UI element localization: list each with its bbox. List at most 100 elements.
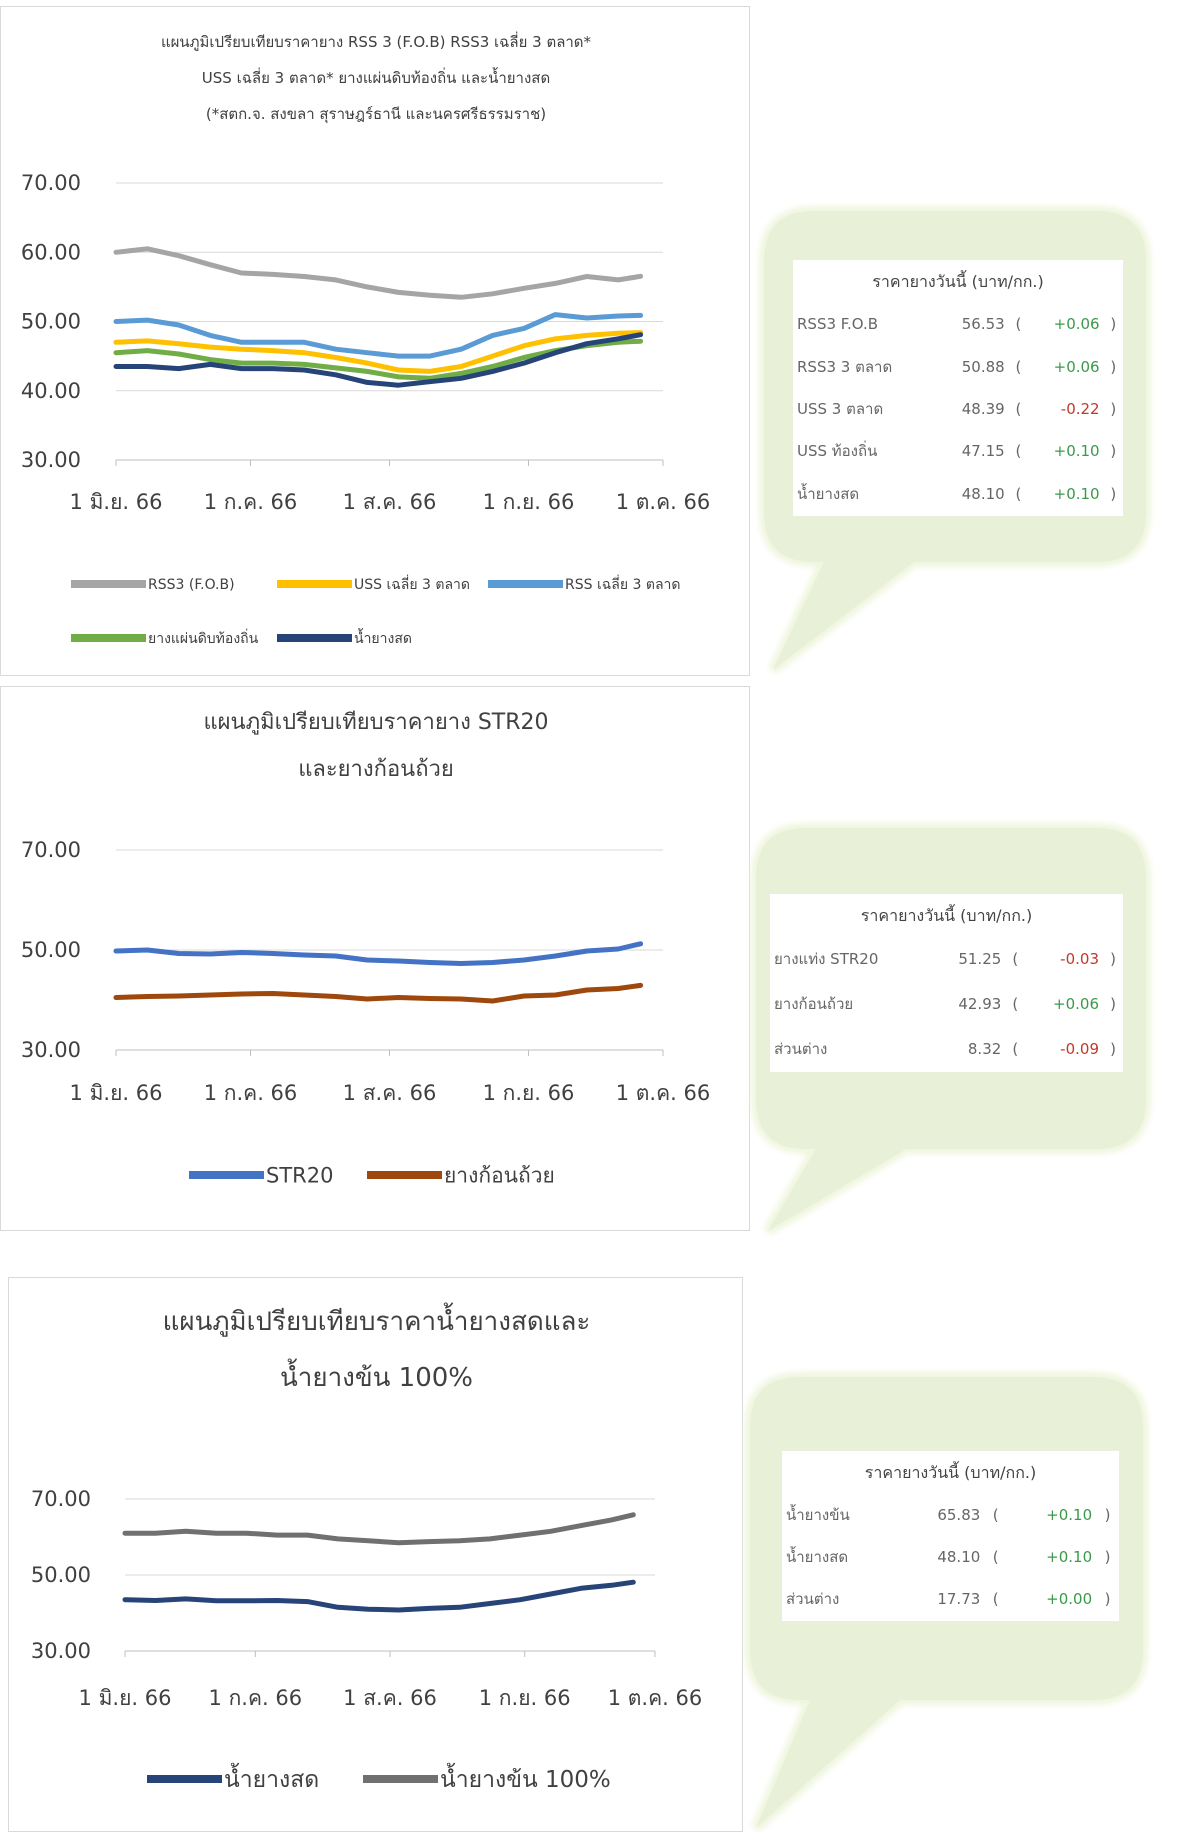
price-table: ราคายางวันนี้ (บาท/กก.) RSS3 F.O.B 56.53 (+… bbox=[793, 260, 1123, 516]
price-table: ราคายางวันนี้ (บาท/กก.) น้ำยางข้น 65.83 ( +0… bbox=[782, 1451, 1119, 1621]
price-row: ส่วนต่าง 17.73 ( +0.00) bbox=[782, 1578, 1119, 1620]
price-change: +0.06 bbox=[1053, 357, 1100, 376]
y-tick-label: 70.00 bbox=[21, 838, 81, 862]
product-label: ส่วนต่าง bbox=[786, 1590, 840, 1608]
paren-open: ( bbox=[992, 1590, 999, 1608]
series-line bbox=[113, 332, 644, 388]
y-tick-label: 30.00 bbox=[21, 448, 81, 472]
price-change: +0.06 bbox=[1053, 315, 1100, 334]
price-change: +0.10 bbox=[1053, 484, 1100, 503]
price-value: 17.73 bbox=[937, 1590, 981, 1608]
price-row: ยางก้อนถ้วย 42.93 (+0.06) bbox=[770, 982, 1123, 1027]
x-tick-label: 1 ก.ย. 66 bbox=[483, 490, 575, 514]
series-line bbox=[113, 312, 644, 359]
price-table-title: ราคายางวันนี้ (บาท/กก.) bbox=[872, 272, 1044, 291]
price-value: 50.88 bbox=[961, 357, 1005, 376]
chart-title: และยางก้อนถ้วย bbox=[298, 757, 454, 782]
chart-title: (*สตก.จ. สงขลา สุราษฎร์ธานี และนครศรีธรร… bbox=[206, 105, 546, 124]
price-rows: RSS3 F.O.B 56.53 (+0.06) RSS3 3 ตลาด 50.88 (+… bbox=[793, 303, 1123, 515]
y-tick-label: 50.00 bbox=[31, 1563, 91, 1587]
product-label: RSS3 F.O.B bbox=[797, 315, 879, 334]
paren-open: ( bbox=[992, 1548, 999, 1566]
y-tick-label: 30.00 bbox=[21, 1038, 81, 1062]
price-value: 48.10 bbox=[961, 484, 1005, 503]
legend-label: ยางแผ่นดิบท้องถิ่น bbox=[148, 629, 259, 647]
legend-label: ยางก้อนถ้วย bbox=[444, 1163, 555, 1187]
paren-open: ( bbox=[1015, 442, 1022, 461]
y-tick-label: 30.00 bbox=[31, 1639, 91, 1663]
price-change: -0.22 bbox=[1060, 399, 1100, 418]
legend-label: น้ำยางข้น 100% bbox=[440, 1763, 611, 1793]
price-rows: ยางแท่ง STR20 51.25 (-0.03) ยางก้อนถ้วย 42.9… bbox=[770, 937, 1123, 1071]
paren-close: ) bbox=[1110, 950, 1116, 969]
x-tick-label: 1 ส.ค. 66 bbox=[343, 1081, 437, 1105]
price-value: 8.32 bbox=[967, 1039, 1002, 1058]
price-row: ยางแท่ง STR20 51.25 (-0.03) bbox=[770, 937, 1123, 982]
product-label: ส่วนต่าง bbox=[774, 1039, 828, 1058]
price-row: RSS3 F.O.B 56.53 (+0.06) bbox=[793, 303, 1123, 345]
price-row: RSS3 3 ตลาด 50.88 (+0.06) bbox=[793, 345, 1123, 387]
price-table-title: ราคายางวันนี้ (บาท/กก.) bbox=[864, 1463, 1037, 1482]
paren-close: ) bbox=[1110, 442, 1117, 461]
paren-close: ) bbox=[1110, 1039, 1116, 1058]
product-label: น้ำยางข้น bbox=[786, 1506, 850, 1524]
x-tick-label: 1 ต.ค. 66 bbox=[608, 1686, 702, 1710]
price-change: +0.00 bbox=[1046, 1590, 1093, 1608]
paren-close: ) bbox=[1110, 315, 1117, 334]
price-change: -0.03 bbox=[1060, 950, 1099, 969]
paren-close: ) bbox=[1104, 1506, 1111, 1524]
series-line bbox=[113, 330, 644, 374]
y-tick-label: 70.00 bbox=[31, 1487, 91, 1511]
product-label: USS ท้องถิ่น bbox=[797, 442, 878, 461]
x-tick-label: 1 ก.ค. 66 bbox=[204, 1081, 298, 1105]
price-table: ราคายางวันนี้ (บาท/กก.) ยางแท่ง STR20 51.2… bbox=[770, 894, 1123, 1072]
chart-title: น้ำยางข้น 100% bbox=[280, 1358, 473, 1393]
price-value: 48.39 bbox=[961, 399, 1005, 418]
chart-svg: แผนภูมิเปรียบเทียบราคายาง STR20 และยางก้อ… bbox=[21, 710, 710, 1187]
price-row: USS 3 ตลาด 48.39 ( -0.22) bbox=[793, 388, 1123, 430]
legend-label: น้ำยางสด bbox=[354, 628, 412, 647]
paren-open: ( bbox=[1015, 357, 1022, 376]
paren-open: ( bbox=[1015, 484, 1022, 503]
series-line bbox=[113, 982, 644, 1004]
series-line bbox=[122, 1579, 636, 1613]
price-value: 48.10 bbox=[937, 1548, 981, 1566]
paren-open: ( bbox=[1012, 994, 1019, 1013]
price-row: น้ำยางสด 48.10 (+0.10) bbox=[782, 1536, 1119, 1578]
paren-close: ) bbox=[1110, 399, 1117, 418]
product-label: USS 3 ตลาด bbox=[797, 399, 884, 418]
product-label: น้ำยางสด bbox=[786, 1548, 849, 1566]
str20-price-chart: แผนภูมิเปรียบเทียบราคายาง STR20 และยางก้อ… bbox=[0, 686, 750, 1231]
y-tick-label: 70.00 bbox=[21, 171, 81, 195]
paren-open: ( bbox=[992, 1506, 999, 1524]
x-tick-label: 1 ส.ค. 66 bbox=[343, 490, 437, 514]
series-line bbox=[113, 246, 644, 300]
paren-close: ) bbox=[1104, 1590, 1111, 1608]
paren-close: ) bbox=[1110, 357, 1117, 376]
legend-label: RSS3 (F.O.B) bbox=[148, 577, 235, 593]
product-label: ยางแท่ง STR20 bbox=[774, 950, 879, 969]
paren-close: ) bbox=[1104, 1548, 1111, 1566]
y-tick-label: 60.00 bbox=[21, 240, 81, 264]
legend-label: USS เฉลี่ย 3 ตลาด bbox=[354, 575, 470, 593]
paren-open: ( bbox=[1012, 950, 1019, 969]
x-tick-label: 1 ส.ค. 66 bbox=[343, 1686, 437, 1710]
paren-open: ( bbox=[1015, 315, 1022, 334]
product-label: ยางก้อนถ้วย bbox=[774, 994, 854, 1013]
paren-open: ( bbox=[1012, 1039, 1019, 1058]
x-tick-label: 1 ก.ค. 66 bbox=[209, 1686, 303, 1710]
series-line bbox=[113, 941, 644, 966]
y-tick-label: 50.00 bbox=[21, 938, 81, 962]
chart-title: แผนภูมิเปรียบเทียบราคาน้ำยางสดและ bbox=[163, 1302, 591, 1337]
x-tick-label: 1 ก.ค. 66 bbox=[204, 490, 298, 514]
price-change: +0.10 bbox=[1046, 1506, 1093, 1524]
product-label: น้ำยางสด bbox=[797, 484, 860, 503]
price-row: น้ำยางข้น 65.83 ( +0.10) bbox=[782, 1494, 1119, 1536]
y-tick-label: 40.00 bbox=[21, 379, 81, 403]
price-value: 42.93 bbox=[958, 994, 1002, 1013]
x-tick-label: 1 ต.ค. 66 bbox=[616, 1081, 710, 1105]
chart-title: แผนภูมิเปรียบเทียบราคายาง STR20 bbox=[203, 710, 548, 735]
price-value: 65.83 bbox=[937, 1506, 981, 1524]
x-tick-label: 1 ก.ย. 66 bbox=[479, 1686, 571, 1710]
paren-open: ( bbox=[1015, 399, 1022, 418]
